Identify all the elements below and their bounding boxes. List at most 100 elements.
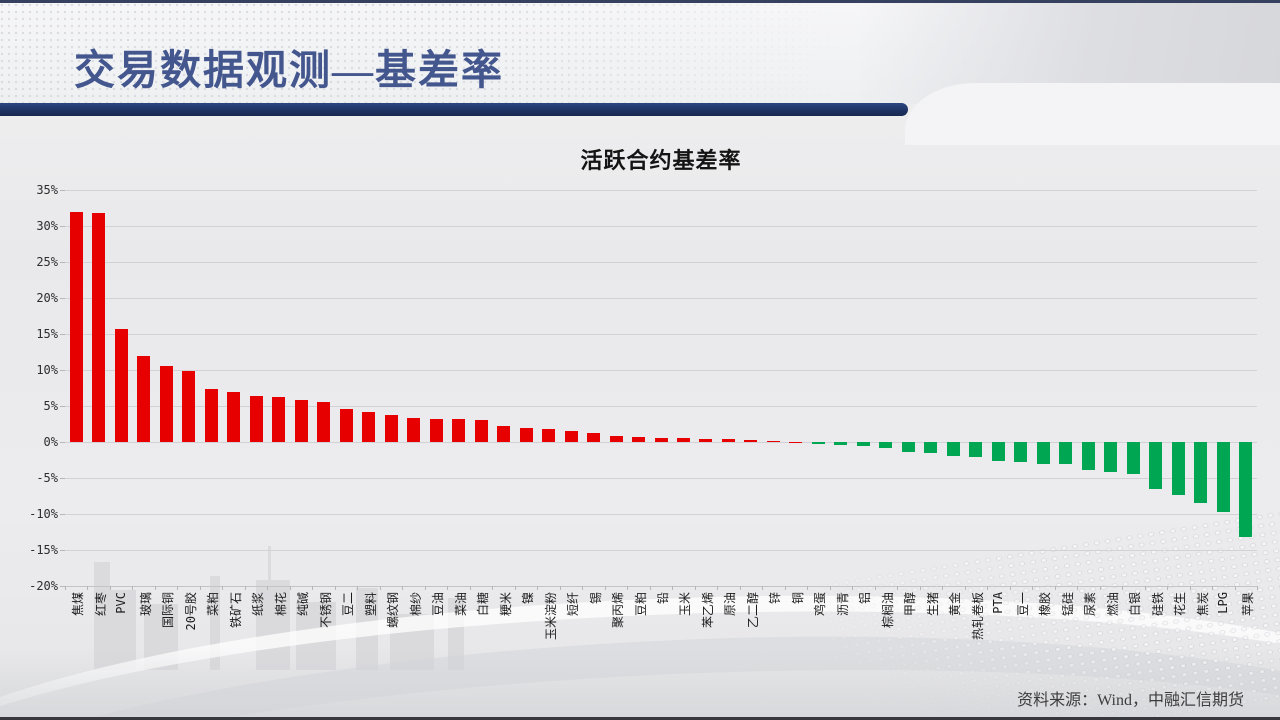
x-category-label: 铅 [656,592,670,605]
bar-negative [1194,442,1208,504]
x-category-label: 白糖 [476,592,491,617]
x-category-label: 花生 [1173,592,1188,617]
x-category-label: 原油 [723,592,738,617]
x-category-label: 苹果 [1240,592,1255,617]
x-tick-mark [1212,586,1214,590]
x-tick-mark [424,586,426,590]
x-category-label: 鸡蛋 [813,592,828,617]
bar-positive [766,441,780,442]
x-tick-mark [312,586,314,590]
x-tick-mark [1144,586,1146,590]
x-category-label: 20号胶 [183,592,198,631]
x-tick-mark [852,586,854,590]
y-tick-mark [60,369,65,371]
x-tick-mark [87,586,89,590]
x-tick-mark [469,586,471,590]
x-tick-mark [199,586,201,590]
x-tick-mark [762,586,764,590]
x-tick-mark [1167,586,1169,590]
title-divider-bar [0,103,908,116]
x-category-label: 豆油 [431,592,446,617]
bar-negative [946,442,960,456]
bar-negative [856,442,870,447]
x-tick-mark [267,586,269,590]
x-category-label: 苯乙烯 [700,592,715,629]
x-tick-mark [582,586,584,590]
x-category-label: 铜 [790,592,805,605]
x-category-label: LPG [1216,592,1231,614]
x-category-label: 焦炭 [1195,592,1210,617]
gridline [65,549,1257,551]
x-tick-mark [334,586,336,590]
x-category-label: 沥青 [835,592,850,617]
y-tick-mark [60,333,65,335]
bar-positive [272,397,286,442]
x-tick-mark [1234,586,1236,590]
y-tick-mark [60,297,65,299]
x-tick-mark [874,586,876,590]
y-axis-label: -15% [29,543,58,557]
x-category-label: 菜粕 [206,592,221,617]
x-tick-mark [559,586,561,590]
y-tick-mark [60,405,65,407]
x-tick-mark [672,586,674,590]
x-category-label: 短纤 [566,592,581,617]
bar-negative [1239,442,1253,538]
gridline [65,369,1257,371]
bar-negative [1014,442,1028,463]
gridline [65,189,1257,191]
bar-positive [362,411,376,442]
x-category-label: 聚丙烯 [611,592,626,629]
x-tick-mark [964,586,966,590]
bar-positive [182,371,196,442]
gridline [65,441,1257,443]
x-category-label: 塑料 [363,592,378,617]
x-category-label: 铝 [858,592,873,605]
x-tick-mark [244,586,246,590]
x-category-label: 铁矿石 [228,592,243,629]
y-axis-label: 0% [43,435,58,449]
bar-positive [699,438,713,442]
bar-positive [92,213,106,442]
y-axis-label: 20% [36,291,58,305]
bar-positive [609,436,623,442]
x-category-label: 菜油 [453,592,468,617]
bar-negative [1216,442,1230,512]
bar-positive [474,420,488,442]
gridline [65,261,1257,263]
bar-positive [294,400,308,442]
x-tick-mark [694,586,696,590]
x-tick-mark [289,586,291,590]
x-tick-mark [717,586,719,590]
bar-positive [429,418,443,442]
x-category-label: 锌 [768,592,783,605]
x-category-label: 玻璃 [138,592,153,617]
x-tick-mark [919,586,921,590]
x-tick-mark [109,586,111,590]
gridline [65,333,1257,335]
bottom-border-line [0,717,1280,720]
bar-negative [1036,442,1050,464]
x-category-label: 粳米 [498,592,513,617]
bar-negative [1171,442,1185,496]
y-tick-mark [60,513,65,515]
bar-negative [901,442,915,453]
x-category-label: 红枣 [93,592,108,617]
y-tick-mark [60,585,65,587]
x-tick-mark [1257,586,1258,590]
bar-negative [811,442,825,445]
y-tick-mark [60,261,65,263]
x-category-label: 橡胶 [1038,592,1053,617]
y-tick-mark [60,549,65,551]
x-tick-mark [514,586,516,590]
bar-positive [114,328,128,442]
bar-positive [204,388,218,442]
x-category-label: 纯碱 [296,592,311,617]
x-category-label: 棉纱 [408,592,423,617]
x-tick-mark [1099,586,1101,590]
x-category-label: PVC [114,592,129,614]
world-map-dots-pattern [0,3,900,104]
top-border-line [0,0,1280,3]
x-category-label: 锡 [588,592,603,605]
